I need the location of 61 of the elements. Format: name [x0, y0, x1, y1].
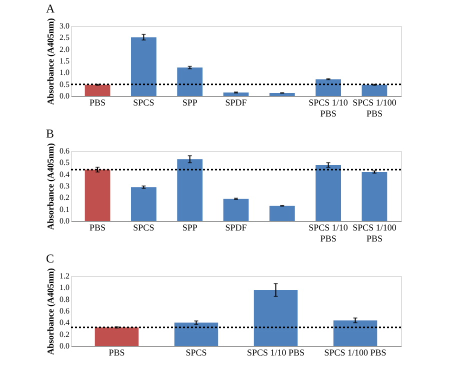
y-tick-label: 0.0: [60, 216, 70, 226]
bar: [333, 320, 378, 346]
x-tick-label: PBS: [90, 98, 106, 108]
chart-title: C: [46, 252, 54, 266]
bar: [269, 92, 295, 96]
y-tick-label: 0.1: [60, 204, 70, 214]
x-tick-label: SPCS 1/100 PBS: [324, 348, 386, 358]
y-tick-label: 1.0: [60, 283, 70, 292]
bar: [131, 187, 156, 221]
y-tick-label: 0.5: [60, 158, 70, 168]
x-tick-label: SPDF: [225, 98, 247, 108]
y-tick-label: 1.2: [60, 272, 70, 280]
x-tick-label: SPCS 1/10 PBS: [308, 98, 348, 118]
bar: [94, 327, 139, 346]
bar: [316, 79, 341, 96]
chart-title: A: [46, 2, 55, 16]
x-tick-label: SPCS 1/100 PBS: [352, 98, 397, 118]
bar: [254, 290, 298, 346]
y-axis-title: Absorbance (A405nm): [46, 143, 56, 230]
bar: [362, 84, 388, 96]
bar: [362, 172, 388, 221]
x-tick-label: SPCS 1/10 PBS: [246, 348, 305, 358]
y-axis-title: Absorbance (A405nm): [46, 18, 56, 105]
y-tick-label: 0.5: [60, 80, 70, 89]
bar: [177, 159, 203, 221]
y-tick-label: 0.4: [60, 318, 70, 328]
y-tick-label: 0.2: [60, 193, 70, 202]
bar: [269, 206, 295, 221]
y-tick-label: 0.3: [60, 182, 70, 190]
y-tick-label: 3.0: [60, 22, 70, 30]
x-tick-label: PBS: [108, 348, 125, 358]
x-tick-label: SPP: [182, 98, 198, 108]
y-tick-label: 0.0: [60, 92, 70, 100]
bar: [223, 92, 249, 96]
bar: [177, 68, 203, 96]
x-tick-label: SPCS: [133, 98, 154, 108]
y-tick-label: 1.0: [60, 68, 70, 78]
y-tick-label: 0.6: [60, 306, 70, 316]
x-tick-label: SPDF: [225, 222, 247, 232]
y-tick-label: 0.8: [60, 294, 70, 304]
bar: [131, 37, 156, 96]
chart-title: B: [46, 126, 54, 141]
y-tick-label: 1.5: [60, 56, 70, 66]
y-tick-label: 0.6: [60, 146, 70, 156]
bar: [223, 198, 249, 221]
bar: [316, 165, 341, 221]
y-tick-label: 2.5: [60, 33, 70, 42]
x-tick-label: SPP: [182, 222, 198, 232]
bar: [84, 84, 110, 96]
bar: [174, 322, 218, 346]
x-tick-label: SPCS: [133, 222, 154, 232]
x-tick-label: SPCS 1/10 PBS: [308, 222, 348, 244]
y-tick-label: 2.0: [60, 44, 70, 54]
y-tick-label: 0.0: [60, 342, 70, 350]
y-tick-label: 0.2: [60, 330, 70, 339]
x-tick-label: SPCS: [186, 348, 207, 358]
y-axis-title: Absorbance (A405nm): [46, 268, 56, 355]
x-tick-label: SPCS 1/100 PBS: [352, 222, 397, 244]
bar: [84, 170, 110, 221]
y-tick-label: 0.4: [60, 170, 70, 179]
x-tick-label: PBS: [90, 222, 106, 232]
